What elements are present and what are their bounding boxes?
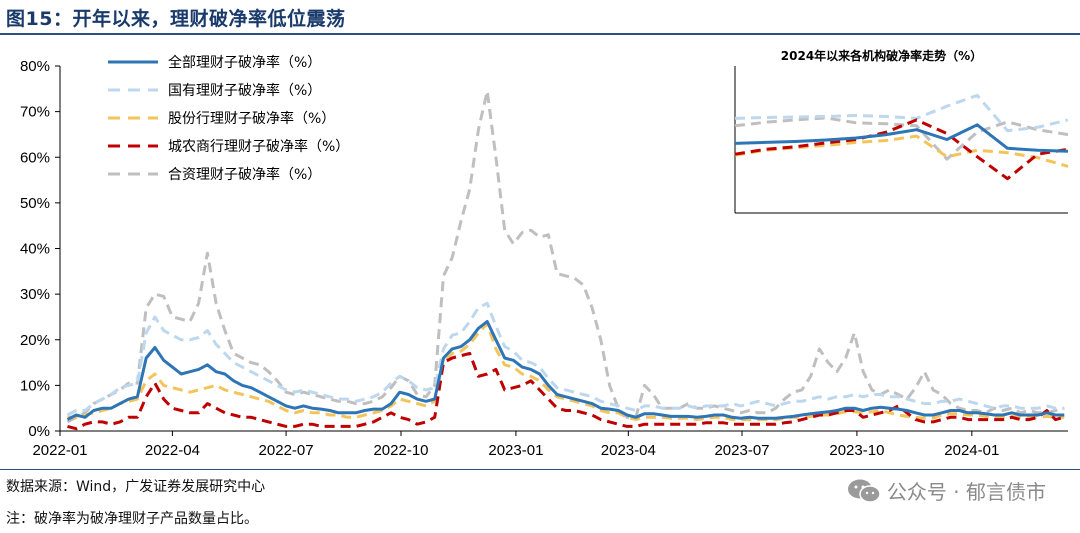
footnote: 注：破净率为破净理财子产品数量占比。 (6, 511, 258, 527)
series-line-3 (67, 351, 1065, 431)
y-tick-label: 50% (20, 195, 50, 212)
inset-series-line-1 (734, 93, 1069, 133)
inset-series-line-3 (734, 118, 1069, 181)
title-divider (0, 33, 1080, 35)
source-note: 数据来源：Wind，广发证券发展研究中心 (6, 479, 266, 495)
x-tick-label: 2023-07 (714, 442, 769, 459)
y-tick-label: 70% (20, 104, 50, 121)
legend-label-1: 国有理财子破净率（%） (168, 82, 321, 99)
inset-chart-2024: 2024年以来各机构破净率走势（%） (734, 48, 1069, 214)
legend: 全部理财子破净率（%） 国有理财子破净率（%） 股份行理财子破净率（%） 城农商行理财… (108, 54, 349, 183)
footer-divider (0, 469, 1080, 470)
y-tick-label: 0% (28, 423, 50, 440)
y-tick-label: 80% (20, 58, 50, 75)
series-line-0 (66, 320, 1065, 421)
legend-label-0: 全部理财子破净率（%） (168, 54, 321, 71)
main-series-lines (66, 89, 1065, 431)
watermark: 公众号 · 郁言债市 (847, 476, 1046, 505)
figure-title: 图15：开年以来，理财破净率低位震荡 (6, 8, 346, 30)
wechat-icon (847, 479, 881, 503)
axis-ticks: 0% 10% 20% 30% 40% 50% 60% 70% 80% 2022-01 2022-04… (20, 58, 999, 459)
y-tick-label: 60% (20, 149, 50, 166)
y-tick-label: 30% (20, 286, 50, 303)
x-tick-label: 2023-01 (488, 442, 543, 459)
watermark-text: 公众号 · 郁言债市 (886, 480, 1046, 504)
legend-label-2: 股份行理财子破净率（%） (168, 110, 335, 127)
y-tick-label: 40% (20, 241, 50, 258)
x-tick-label: 2024-01 (944, 442, 999, 459)
x-tick-label: 2023-04 (601, 442, 656, 459)
x-tick-label: 2022-10 (373, 442, 428, 459)
x-tick-label: 2022-01 (32, 442, 87, 459)
nav-ratio-line-chart: 0% 10% 20% 30% 40% 50% 60% 70% 80% 2022-01 2022-04… (20, 48, 1069, 459)
series-line-1 (66, 301, 1065, 417)
inset-series-line-0 (734, 123, 1069, 153)
legend-label-4: 合资理财子破净率（%） (168, 166, 321, 183)
x-tick-label: 2023-10 (829, 442, 884, 459)
x-tick-label: 2022-04 (145, 442, 200, 459)
y-tick-label: 10% (20, 377, 50, 394)
inset-title: 2024年以来各机构破净率走势（%） (781, 48, 982, 63)
series-line-4 (66, 89, 1065, 424)
legend-label-3: 城农商行理财子破净率（%） (168, 138, 349, 155)
y-tick-label: 20% (20, 332, 50, 349)
x-tick-label: 2022-07 (259, 442, 314, 459)
